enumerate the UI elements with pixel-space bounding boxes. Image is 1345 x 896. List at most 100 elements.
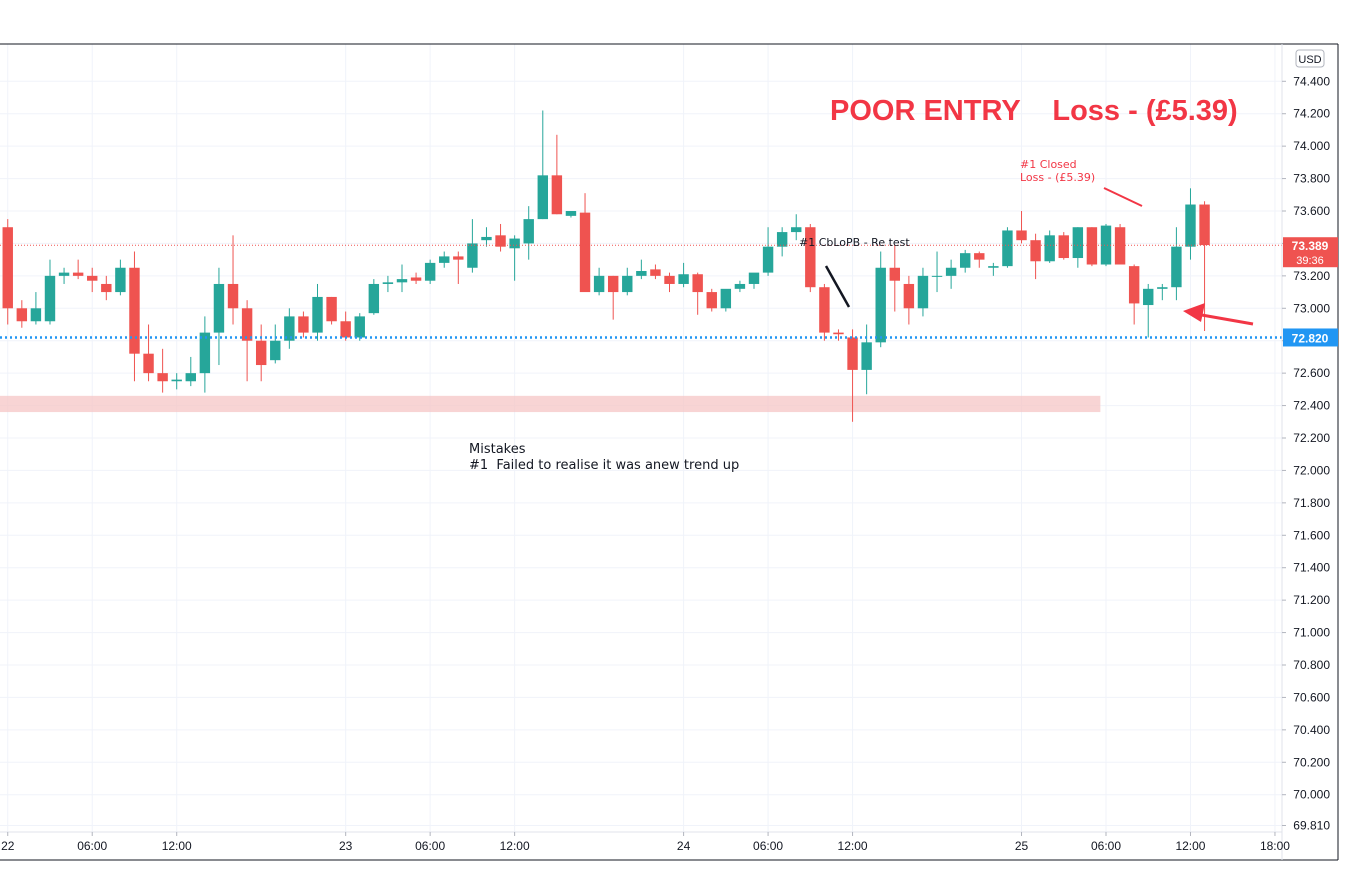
- y-tick-label: 72.600: [1293, 366, 1330, 380]
- candle-body: [298, 316, 309, 333]
- candle: [340, 311, 351, 341]
- candle: [776, 227, 788, 257]
- x-tick-label: 06:00: [415, 839, 445, 853]
- x-tick-label: 12:00: [500, 839, 530, 853]
- poor-entry-title[interactable]: POOR ENTRY Loss - (£5.39): [830, 95, 1238, 127]
- candle: [762, 227, 774, 276]
- candle: [143, 324, 154, 382]
- candle: [678, 262, 689, 288]
- candle-body: [143, 353, 154, 374]
- candle-body: [2, 227, 13, 309]
- candle: [284, 308, 295, 349]
- candle-body: [1030, 240, 1041, 262]
- level-price-badge: [1283, 328, 1338, 347]
- candle-body: [495, 235, 506, 247]
- candle-body: [72, 272, 84, 276]
- mistakes-item-1[interactable]: #1 Failed to realise it was anew trend u…: [469, 458, 739, 473]
- x-tick-label: 23: [339, 839, 353, 853]
- candle-body: [227, 283, 239, 309]
- candle-body: [44, 275, 56, 322]
- candle: [917, 267, 929, 317]
- candle-body: [171, 379, 182, 382]
- candle-body: [1185, 204, 1196, 247]
- last-price-badge: [1283, 237, 1338, 268]
- candle: [255, 324, 267, 382]
- y-tick-label: 71.400: [1293, 561, 1330, 575]
- currency-badge[interactable]: [1295, 49, 1325, 68]
- x-tick-label: 12:00: [838, 839, 868, 853]
- candle-body: [734, 283, 746, 289]
- y-tick-label: 73.600: [1293, 204, 1330, 218]
- candle: [931, 251, 943, 293]
- candle: [974, 251, 985, 268]
- candle: [481, 227, 492, 247]
- candle-body: [382, 282, 394, 284]
- candle: [579, 193, 591, 293]
- entry-note-pointer[interactable]: [824, 265, 851, 308]
- candle-body: [1128, 266, 1140, 304]
- candle-body: [636, 270, 647, 276]
- candle-body: [1171, 246, 1182, 288]
- candle-body: [241, 308, 253, 341]
- y-tick-label: 69.810: [1293, 819, 1330, 833]
- y-tick-label: 70.400: [1293, 723, 1330, 737]
- x-tick-label: 12:00: [1175, 839, 1205, 853]
- candle-body: [1058, 235, 1069, 259]
- entry-note[interactable]: #1 CbLoPB - Re test: [799, 236, 910, 249]
- level-price-label: 72.820: [1292, 331, 1329, 345]
- candle-body: [1072, 227, 1084, 259]
- x-tick-label: 06:00: [1091, 839, 1121, 853]
- candle-body: [199, 332, 211, 374]
- countdown-label: 39:36: [1296, 255, 1324, 267]
- closed-note-pointer[interactable]: [1103, 187, 1143, 207]
- y-tick-label: 71.200: [1293, 593, 1330, 607]
- exit-arrow-head: [1183, 303, 1205, 322]
- candle: [805, 223, 816, 293]
- candle: [410, 272, 422, 284]
- candle-body: [593, 275, 605, 293]
- candle-body: [30, 308, 42, 322]
- x-tick-label: 12:00: [162, 839, 192, 853]
- candle: [1030, 233, 1041, 280]
- y-tick-label: 71.800: [1293, 496, 1330, 510]
- y-tick-label: 71.000: [1293, 626, 1330, 640]
- candle-body: [185, 373, 196, 382]
- candle-body: [762, 246, 774, 273]
- candle-body: [875, 267, 886, 343]
- candle-body: [453, 256, 464, 260]
- candle-body: [988, 266, 999, 268]
- candle: [298, 311, 309, 338]
- candle: [453, 251, 464, 284]
- candle-body: [537, 175, 549, 220]
- candle-body: [579, 212, 591, 293]
- y-tick-label: 72.000: [1293, 463, 1330, 477]
- candle-body: [410, 277, 422, 281]
- candle: [833, 329, 844, 341]
- candle-body: [650, 269, 661, 276]
- candle-body: [1016, 230, 1027, 241]
- candle: [664, 272, 675, 293]
- candle: [607, 275, 619, 320]
- candle-body: [791, 227, 802, 233]
- candle-body: [213, 283, 225, 333]
- y-axis[interactable]: 74.40074.20074.00073.80073.60073.40073.2…: [1282, 74, 1330, 833]
- mistakes-heading[interactable]: Mistakes: [469, 442, 526, 457]
- x-tick-label: 24: [677, 839, 691, 853]
- x-axis[interactable]: 22 06:00 12:00 23 06:00 12:00 24 06:00 12:00 25 06…: [1, 832, 1290, 853]
- candle: [171, 373, 182, 390]
- candle: [199, 316, 211, 393]
- exit-arrow[interactable]: [1183, 303, 1254, 326]
- candle: [1114, 223, 1126, 265]
- candle-body: [720, 288, 732, 309]
- candle-body: [101, 283, 112, 293]
- candle: [227, 235, 239, 325]
- candle: [650, 264, 661, 280]
- closed-note-line1[interactable]: #1 Closed: [1020, 158, 1077, 171]
- candle-body: [439, 256, 450, 263]
- candle: [326, 296, 337, 325]
- candle-body: [945, 267, 957, 276]
- closed-note-line2[interactable]: Loss - (£5.39): [1020, 171, 1095, 184]
- candle: [157, 348, 168, 393]
- candle: [988, 262, 999, 276]
